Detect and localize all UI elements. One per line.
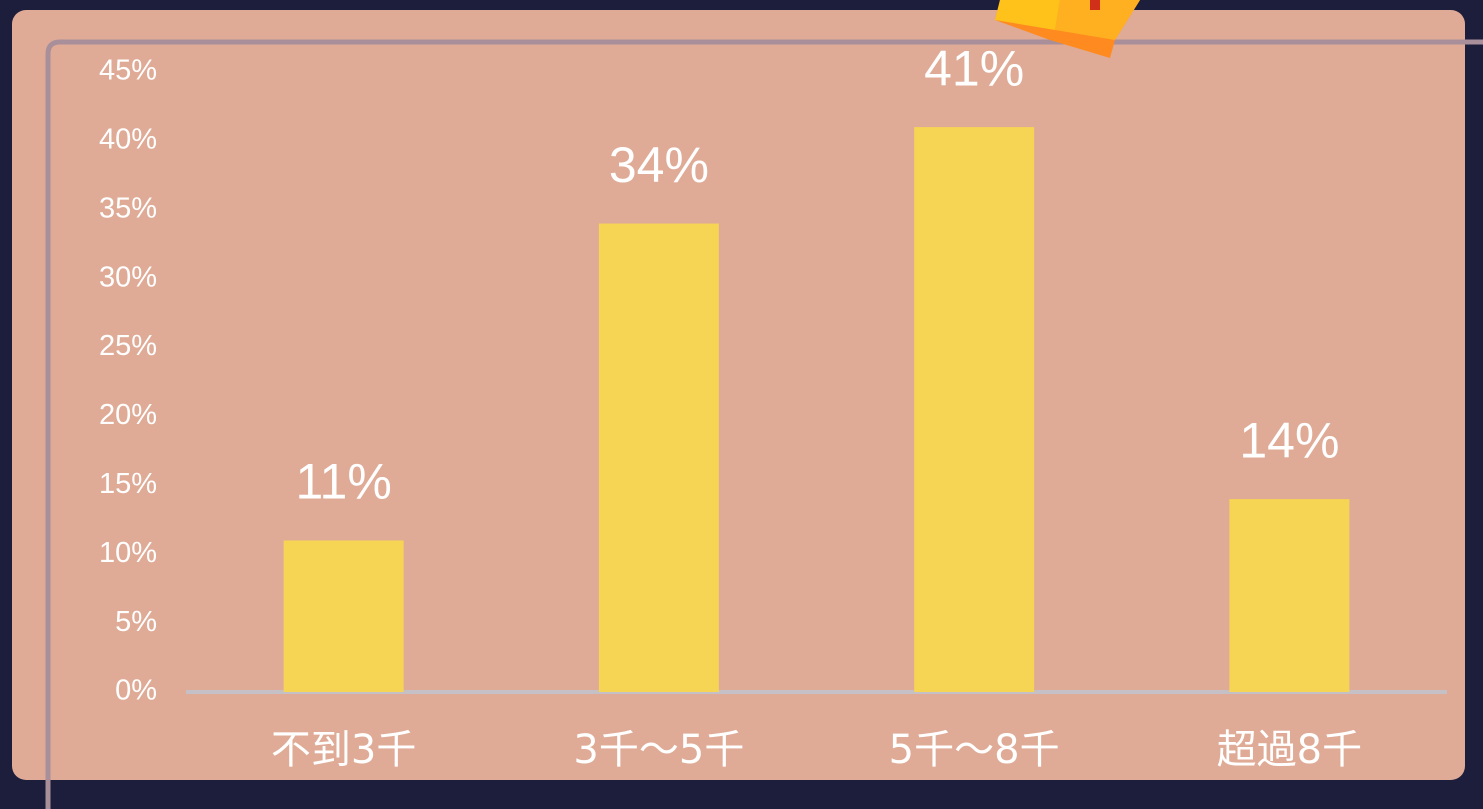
y-tick-label: 45% xyxy=(99,55,157,87)
plot-area: 0% 5% 10% 15% 20% 25% 30% 35% 40% 45% 不到3千 11% 3千～5千… xyxy=(99,40,1447,773)
x-tick-label: 3千～5千 xyxy=(573,727,744,773)
bar xyxy=(1229,499,1350,692)
y-tick-label: 25% xyxy=(99,330,157,362)
y-tick-label: 15% xyxy=(99,468,157,500)
bar xyxy=(283,540,404,692)
decor-cube xyxy=(995,0,1140,58)
y-tick-label: 35% xyxy=(99,192,157,224)
x-tick-label: 不到3千 xyxy=(271,727,416,773)
x-tick-label: 5千～8千 xyxy=(889,727,1060,773)
y-tick-label: 40% xyxy=(99,124,157,156)
bar xyxy=(598,223,719,693)
value-label: 34% xyxy=(609,137,709,193)
value-label: 41% xyxy=(924,40,1024,96)
bar xyxy=(914,127,1035,693)
y-tick-label: 0% xyxy=(115,675,157,707)
value-label: 14% xyxy=(1239,412,1339,468)
frame-outline xyxy=(45,39,1483,809)
y-tick-label: 20% xyxy=(99,399,157,431)
y-tick-label: 30% xyxy=(99,261,157,293)
value-label: 11% xyxy=(295,454,391,510)
x-tick-label: 超過8千 xyxy=(1217,727,1362,773)
y-tick-label: 5% xyxy=(115,606,157,638)
y-tick-label: 10% xyxy=(99,537,157,569)
